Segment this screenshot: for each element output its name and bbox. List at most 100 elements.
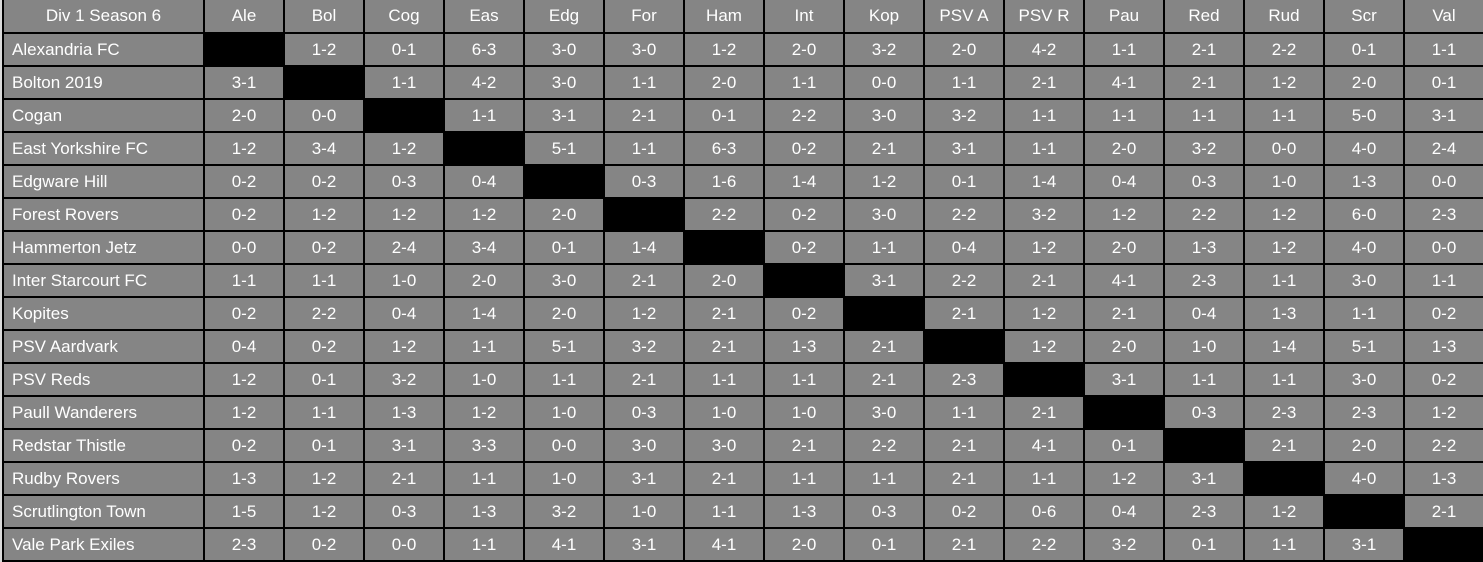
score-cell: 4-0 (1323, 230, 1405, 265)
score-cell: 2-4 (363, 230, 445, 265)
column-header-ale: Ale (203, 0, 285, 34)
team-name: Forest Rovers (2, 197, 205, 232)
score-cell: 1-1 (1323, 296, 1405, 331)
table-row: Kopites 0-2 2-2 0-4 1-4 2-0 1-2 2-1 0-2 2-1 1-2 2-1… (2, 296, 1483, 331)
score-cell: 2-0 (683, 263, 765, 298)
score-cell: 4-1 (523, 527, 605, 562)
column-header-psv-r: PSV R (1003, 0, 1085, 34)
score-cell: 2-1 (1403, 494, 1483, 529)
score-cell: 0-2 (203, 428, 285, 463)
team-name: PSV Reds (2, 362, 205, 397)
column-header-eas: Eas (443, 0, 525, 34)
score-cell: 2-3 (923, 362, 1005, 397)
score-cell: 1-1 (923, 65, 1005, 100)
score-cell: 4-0 (1323, 461, 1405, 496)
self-match-cell (843, 296, 925, 331)
score-cell: 2-2 (923, 197, 1005, 232)
score-cell: 1-2 (1243, 230, 1325, 265)
score-cell: 2-0 (763, 32, 845, 67)
score-cell: 1-2 (1003, 230, 1085, 265)
score-cell: 4-2 (1003, 32, 1085, 67)
score-cell: 2-1 (363, 461, 445, 496)
score-cell: 3-0 (603, 428, 685, 463)
score-cell: 1-6 (683, 164, 765, 199)
score-cell: 0-4 (1083, 494, 1165, 529)
score-cell: 0-2 (203, 164, 285, 199)
self-match-cell (203, 32, 285, 67)
table-row: Bolton 2019 3-1 1-1 4-2 3-0 1-1 2-0 1-1 0-0 1-1 2-… (2, 65, 1483, 100)
team-name: PSV Aardvark (2, 329, 205, 364)
score-cell: 2-1 (923, 296, 1005, 331)
team-name: Bolton 2019 (2, 65, 205, 100)
score-cell: 5-1 (523, 329, 605, 364)
score-cell: 2-1 (923, 461, 1005, 496)
score-cell: 0-4 (203, 329, 285, 364)
score-cell: 2-2 (923, 263, 1005, 298)
score-cell: 3-2 (1003, 197, 1085, 232)
score-cell: 2-2 (1243, 32, 1325, 67)
score-cell: 3-0 (1323, 362, 1405, 397)
score-cell: 0-1 (363, 32, 445, 67)
score-cell: 1-1 (523, 362, 605, 397)
score-cell: 0-1 (283, 362, 365, 397)
score-cell: 0-4 (1083, 164, 1165, 199)
score-cell: 3-0 (843, 395, 925, 430)
score-cell: 1-0 (1163, 329, 1245, 364)
score-cell: 6-0 (1323, 197, 1405, 232)
score-cell: 2-1 (1083, 296, 1165, 331)
score-cell: 0-4 (363, 296, 445, 331)
score-cell: 3-3 (443, 428, 525, 463)
score-cell: 1-3 (1163, 230, 1245, 265)
score-cell: 2-1 (1003, 395, 1085, 430)
score-cell: 2-0 (1083, 329, 1165, 364)
self-match-cell (1003, 362, 1085, 397)
score-cell: 2-0 (1083, 230, 1165, 265)
team-name: Kopites (2, 296, 205, 331)
score-cell: 1-0 (363, 263, 445, 298)
score-cell: 1-3 (1403, 329, 1483, 364)
score-cell: 3-1 (603, 527, 685, 562)
score-cell: 1-2 (1083, 461, 1165, 496)
score-cell: 1-1 (1003, 98, 1085, 133)
score-cell: 4-1 (1003, 428, 1085, 463)
score-cell: 1-2 (443, 395, 525, 430)
score-cell: 2-0 (1083, 131, 1165, 166)
score-cell: 5-1 (523, 131, 605, 166)
score-cell: 3-2 (843, 32, 925, 67)
score-cell: 0-1 (523, 230, 605, 265)
score-cell: 0-1 (283, 428, 365, 463)
self-match-cell (363, 98, 445, 133)
score-cell: 0-1 (1163, 527, 1245, 562)
column-header-scr: Scr (1323, 0, 1405, 34)
score-cell: 2-3 (1163, 494, 1245, 529)
score-cell: 2-2 (1403, 428, 1483, 463)
score-cell: 4-1 (683, 527, 765, 562)
score-cell: 1-2 (363, 329, 445, 364)
score-cell: 2-1 (1243, 428, 1325, 463)
score-cell: 3-0 (1323, 263, 1405, 298)
score-cell: 1-1 (203, 263, 285, 298)
score-cell: 1-4 (443, 296, 525, 331)
table-row: Scrutlington Town 1-5 1-2 0-3 1-3 3-2 1-0 1-1 1-… (2, 494, 1483, 529)
table-row: Inter Starcourt FC 1-1 1-1 1-0 2-0 3-0 2-1 2-0 3… (2, 263, 1483, 298)
team-name: Vale Park Exiles (2, 527, 205, 562)
score-cell: 3-1 (923, 131, 1005, 166)
table-row: PSV Aardvark 0-4 0-2 1-2 1-1 5-1 3-2 2-1 1-3 2-1 1… (2, 329, 1483, 364)
score-cell: 2-0 (923, 32, 1005, 67)
score-cell: 1-1 (683, 362, 765, 397)
score-cell: 1-1 (1163, 98, 1245, 133)
score-cell: 3-2 (363, 362, 445, 397)
team-name: Inter Starcourt FC (2, 263, 205, 298)
column-header-int: Int (763, 0, 845, 34)
score-cell: 3-4 (283, 131, 365, 166)
score-cell: 0-0 (843, 65, 925, 100)
score-cell: 3-1 (1403, 98, 1483, 133)
score-cell: 1-0 (523, 461, 605, 496)
score-cell: 1-3 (763, 329, 845, 364)
score-cell: 0-1 (1323, 32, 1405, 67)
score-cell: 2-0 (1323, 428, 1405, 463)
score-cell: 3-1 (1083, 362, 1165, 397)
score-cell: 1-0 (523, 395, 605, 430)
